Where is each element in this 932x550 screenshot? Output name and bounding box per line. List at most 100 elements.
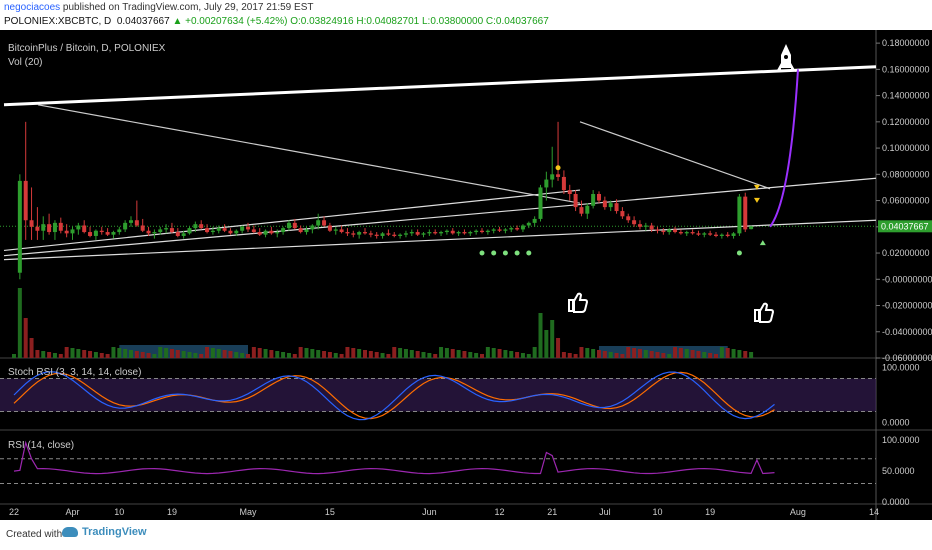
volume-bar <box>632 348 637 358</box>
volume-bar <box>123 349 128 358</box>
volume-bar <box>626 347 631 358</box>
candle-body <box>111 232 116 235</box>
author-link[interactable]: negociacoes <box>4 2 61 13</box>
volume-bar <box>714 354 718 358</box>
symbol-label: POLONIEX:XBCBTC, D <box>4 16 112 27</box>
volume-bar <box>468 352 473 358</box>
green-signal-dot <box>736 250 742 256</box>
green-signal-dot <box>479 250 485 256</box>
candle-body <box>322 220 327 226</box>
rsi-tick-label: 50.0000 <box>882 466 915 476</box>
candle-body <box>99 230 104 233</box>
green-signal-dot <box>526 250 532 256</box>
candle-body <box>64 230 69 234</box>
volume-bar <box>199 354 204 358</box>
candle-body <box>579 207 584 214</box>
candle-body <box>380 233 385 236</box>
candle-body <box>205 228 210 233</box>
last-price: 0.04037667 <box>116 16 170 27</box>
candle-body <box>386 233 391 235</box>
volume-bar <box>52 353 57 358</box>
volume-bar <box>673 347 678 358</box>
candle-body <box>47 224 52 233</box>
price-axis[interactable]: 0.18000000 0.16000000 0.14000000 0.12000000… <box>876 38 932 507</box>
candle-body <box>702 233 707 235</box>
volume-bar <box>444 348 449 358</box>
chart-canvas[interactable]: 0.18000000 0.16000000 0.14000000 0.12000000… <box>0 30 932 520</box>
publication-line: negociacoes published on TradingView.com… <box>4 2 313 13</box>
volume-bar <box>105 354 110 358</box>
candle-body <box>240 226 245 231</box>
volume-bar <box>643 350 648 358</box>
volume-bar <box>433 354 438 358</box>
volume-bar <box>240 353 245 358</box>
volume-bar <box>269 350 274 358</box>
volume-bar <box>316 350 321 358</box>
time-tick-label: May <box>239 507 257 517</box>
candle-body <box>129 220 133 223</box>
up-arrow-marker <box>759 240 766 246</box>
volume-bar <box>263 349 268 358</box>
candle-body <box>474 230 479 233</box>
volume-bar <box>351 348 356 358</box>
support-trendline <box>3 219 877 261</box>
volume-bar <box>737 350 742 358</box>
time-tick-label: Jul <box>599 507 611 517</box>
green-signal-dot <box>502 250 508 256</box>
volume-bar <box>210 348 215 358</box>
volume-bar <box>719 347 724 358</box>
candle-body <box>35 226 40 231</box>
stoch-rsi-label: Stoch RSI (3, 3, 14, 14, close) <box>8 367 141 378</box>
candle-body <box>415 232 420 235</box>
volume-bar <box>333 353 338 358</box>
volume-bar <box>35 350 40 358</box>
candle-body <box>480 230 484 233</box>
candle-body <box>29 220 34 227</box>
candle-body <box>491 229 496 231</box>
candle-body <box>222 228 227 231</box>
volume-bar <box>591 349 596 358</box>
green-signal-dot <box>514 250 520 256</box>
candle-body <box>450 230 455 234</box>
candle-body <box>93 230 98 236</box>
candle-body <box>169 228 174 233</box>
price-tick-label: 0.06000000 <box>882 196 930 206</box>
volume-bar <box>620 354 625 358</box>
candle-body <box>339 229 344 233</box>
candle-body <box>643 225 648 227</box>
candle-body <box>731 233 736 236</box>
chart-area[interactable]: 0.18000000 0.16000000 0.14000000 0.12000000… <box>0 30 932 520</box>
candle-body <box>52 222 57 233</box>
candle-body <box>351 233 356 235</box>
volume-bar <box>82 350 87 358</box>
volume-bar <box>246 354 250 358</box>
volume-bar <box>41 351 46 358</box>
candle-body <box>345 232 350 234</box>
rsi-label: RSI (14, close) <box>8 440 74 451</box>
candle-body <box>678 232 683 234</box>
candle-body <box>456 232 461 234</box>
candle-body <box>608 203 613 208</box>
candle-body <box>134 220 139 226</box>
candle-body <box>392 234 397 236</box>
time-axis[interactable]: 22 Apr 10 19 May 15 Jun 12 21 Jul 10 19 Aug 14 <box>9 507 879 517</box>
candle-body <box>433 232 438 234</box>
candle-body <box>515 228 520 230</box>
candle-body <box>368 233 373 235</box>
volume-label: Vol (20) <box>8 57 42 68</box>
price-tick-label: 0.08000000 <box>882 169 930 179</box>
tradingview-logo[interactable]: TradingView <box>62 526 147 538</box>
volume-bar <box>655 352 660 358</box>
stoch-tick-label: 100.0000 <box>882 363 920 373</box>
volume-bar <box>608 352 613 358</box>
volume-bar <box>485 347 490 358</box>
volume-bar <box>696 351 701 358</box>
rsi-tick-label: 0.0000 <box>882 497 910 507</box>
candle-body <box>246 226 250 230</box>
volume-bar <box>544 330 549 358</box>
stoch-k-line <box>13 371 775 421</box>
price-tick-label: -0.06000000 <box>882 353 932 363</box>
candle-body <box>23 180 28 221</box>
candle-body <box>591 194 596 206</box>
volume-bar <box>684 349 689 358</box>
